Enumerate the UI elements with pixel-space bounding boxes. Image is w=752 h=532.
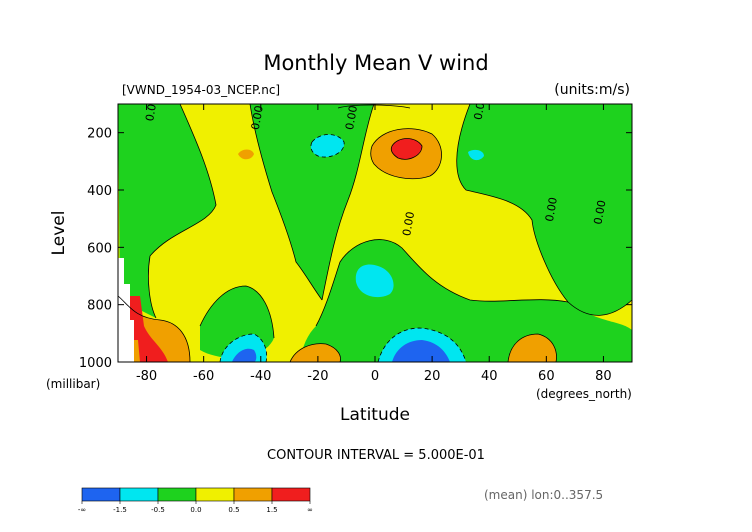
region-cyan-upper-right	[468, 149, 484, 161]
colorbar-swatch	[157, 487, 197, 502]
region-orange-top-left-spot	[238, 149, 254, 160]
colorbar-level-label: 0.5	[228, 506, 239, 514]
colorbar-swatch	[81, 487, 121, 502]
contour-line	[337, 104, 411, 109]
contour-line	[199, 285, 275, 339]
contour-line-dashed	[310, 134, 345, 158]
x-unit-label: (degrees_north)	[536, 387, 632, 401]
contour-lines	[118, 104, 632, 362]
contour-line	[315, 239, 569, 327]
contour-label: 0.00	[143, 96, 160, 122]
contour-line	[249, 104, 323, 301]
colorbar-level-label: 1.5	[266, 506, 277, 514]
region-cyan-upper-left	[310, 134, 345, 158]
contour-line	[148, 104, 217, 319]
colorbar-swatch	[271, 487, 311, 502]
contour-line	[456, 104, 632, 316]
x-tick-label: -80	[136, 369, 157, 384]
region-green-left	[118, 104, 216, 318]
y-tick-label: 200	[87, 127, 112, 142]
contour-interval-text: CONTOUR INTERVAL = 5.000E-01	[267, 448, 485, 463]
region-green-upper-mid	[250, 104, 374, 300]
x-axis-title: Latitude	[340, 405, 410, 425]
contour-label: 0.00	[472, 94, 489, 120]
contour-labels: 0.00 0.00 0.00 0.00 0.00 0.00 0.00	[143, 94, 608, 237]
contour-label: 0.00	[400, 211, 417, 237]
region-missing-data	[118, 258, 134, 362]
contour-line-dashed	[219, 333, 268, 362]
colorbar: -∞ -1.5 -0.5 0.0 0.5 1.5 ∞	[78, 487, 313, 514]
x-axis: -80 -60 -40 -20 0 20 40 60 80	[136, 104, 612, 384]
region-red-low-left	[130, 296, 168, 362]
y-axis-title: Level	[49, 211, 69, 256]
colorbar-level-label: -0.5	[151, 506, 165, 514]
colorbar-level-label: 0.0	[190, 506, 201, 514]
contour-line	[507, 333, 557, 362]
x-tick-label: 80	[595, 369, 612, 384]
colorbar-level-label: -∞	[78, 506, 86, 514]
contour-line	[370, 128, 442, 180]
y-tick-label: 800	[87, 299, 112, 314]
region-orange-low-right	[508, 334, 557, 362]
colorbar-swatch	[195, 487, 235, 502]
contour-label: 0.00	[591, 199, 608, 225]
y-axis: 200 400 600 800 1000	[79, 127, 632, 371]
y-unit-label: (millibar)	[46, 377, 100, 391]
units-label: (units:m/s)	[554, 82, 630, 98]
contour-line	[289, 343, 341, 362]
file-label: [VWND_1954-03_NCEP.nc]	[122, 83, 280, 97]
contour-line	[118, 295, 191, 362]
region-blue-low-mid	[392, 340, 450, 362]
contour-line-dashed	[377, 327, 467, 362]
region-cyan-mid	[355, 264, 394, 298]
x-tick-label: 40	[481, 369, 498, 384]
x-tick-label: -20	[307, 369, 328, 384]
x-tick-label: 20	[424, 369, 441, 384]
contour-line	[321, 104, 375, 301]
plot-field: 0.00 0.00 0.00 0.00 0.00 0.00 0.00	[118, 94, 632, 362]
x-tick-label: 60	[538, 369, 555, 384]
colorbar-swatch	[233, 487, 273, 502]
x-tick-label: -40	[250, 369, 271, 384]
contour-label: 0.00	[343, 105, 360, 131]
region-green-upper-right	[456, 104, 632, 316]
colorbar-level-label: -1.5	[113, 506, 127, 514]
region-red-top	[391, 138, 422, 160]
region-blue-low-left	[232, 348, 257, 362]
y-tick-label: 600	[87, 241, 112, 256]
y-tick-label: 400	[87, 184, 112, 199]
contour-label: 0.00	[249, 105, 266, 131]
x-tick-label: -60	[193, 369, 214, 384]
x-tick-label: 0	[371, 369, 379, 384]
contour-label: 0.00	[543, 196, 560, 222]
y-tick-label: 1000	[79, 356, 112, 371]
colorbar-level-label: ∞	[307, 506, 313, 514]
chart-title: Monthly Mean V wind	[263, 51, 488, 75]
contour-line	[390, 138, 423, 160]
footnote: (mean) lon:0..357.5	[484, 488, 603, 502]
colorbar-swatch	[119, 487, 159, 502]
